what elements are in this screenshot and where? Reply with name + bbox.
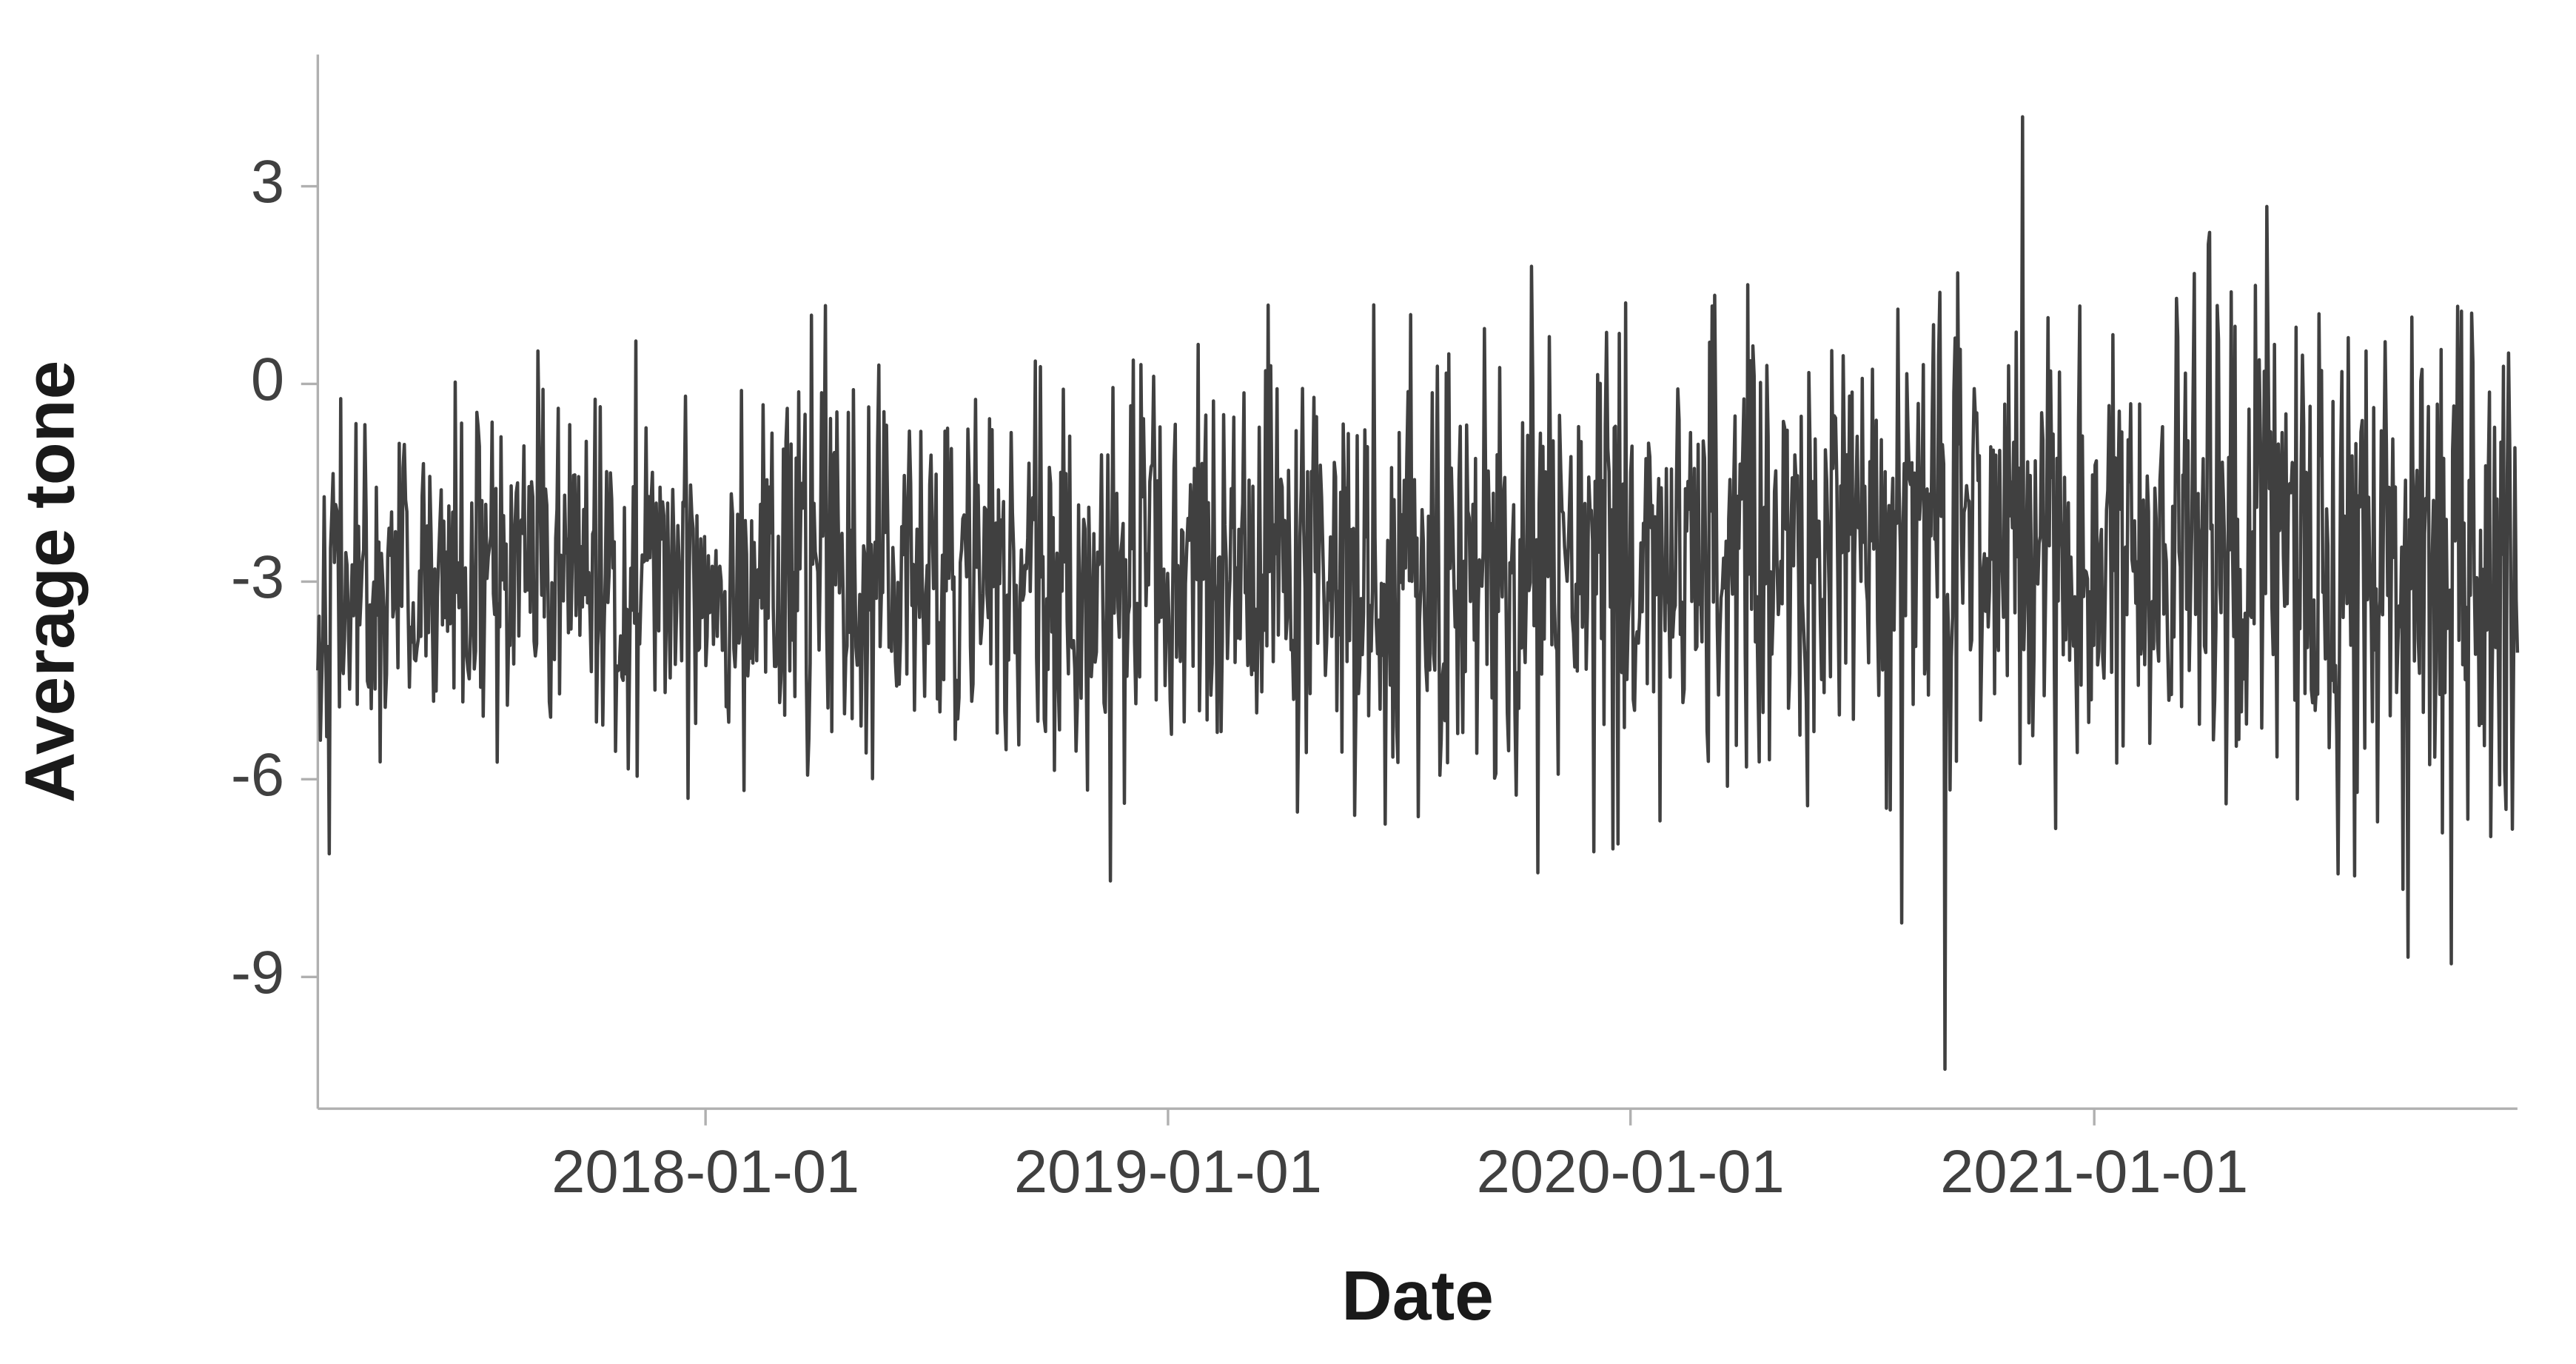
y-tick-label: 0 bbox=[251, 346, 284, 413]
y-tick-label: -3 bbox=[231, 544, 284, 611]
y-tick-label: -6 bbox=[231, 741, 284, 809]
y-axis-label: Average tone bbox=[10, 361, 89, 803]
x-axis-label: Date bbox=[1341, 1257, 1494, 1335]
timeseries-chart: -9 -6 -3 0 3 2018-01-01 2019-01-01 2020-01-01 20… bbox=[0, 0, 2576, 1364]
x-tick-label: 2019-01-01 bbox=[1014, 1138, 1322, 1206]
y-tick-label: 3 bbox=[251, 148, 284, 215]
x-tick-label: 2018-01-01 bbox=[551, 1138, 859, 1206]
y-tick-label: -9 bbox=[231, 939, 284, 1006]
x-tick-label: 2020-01-01 bbox=[1477, 1138, 1785, 1206]
chart-container: -9 -6 -3 0 3 2018-01-01 2019-01-01 2020-01-01 20… bbox=[0, 0, 2576, 1364]
x-tick-label: 2021-01-01 bbox=[1940, 1138, 2248, 1206]
